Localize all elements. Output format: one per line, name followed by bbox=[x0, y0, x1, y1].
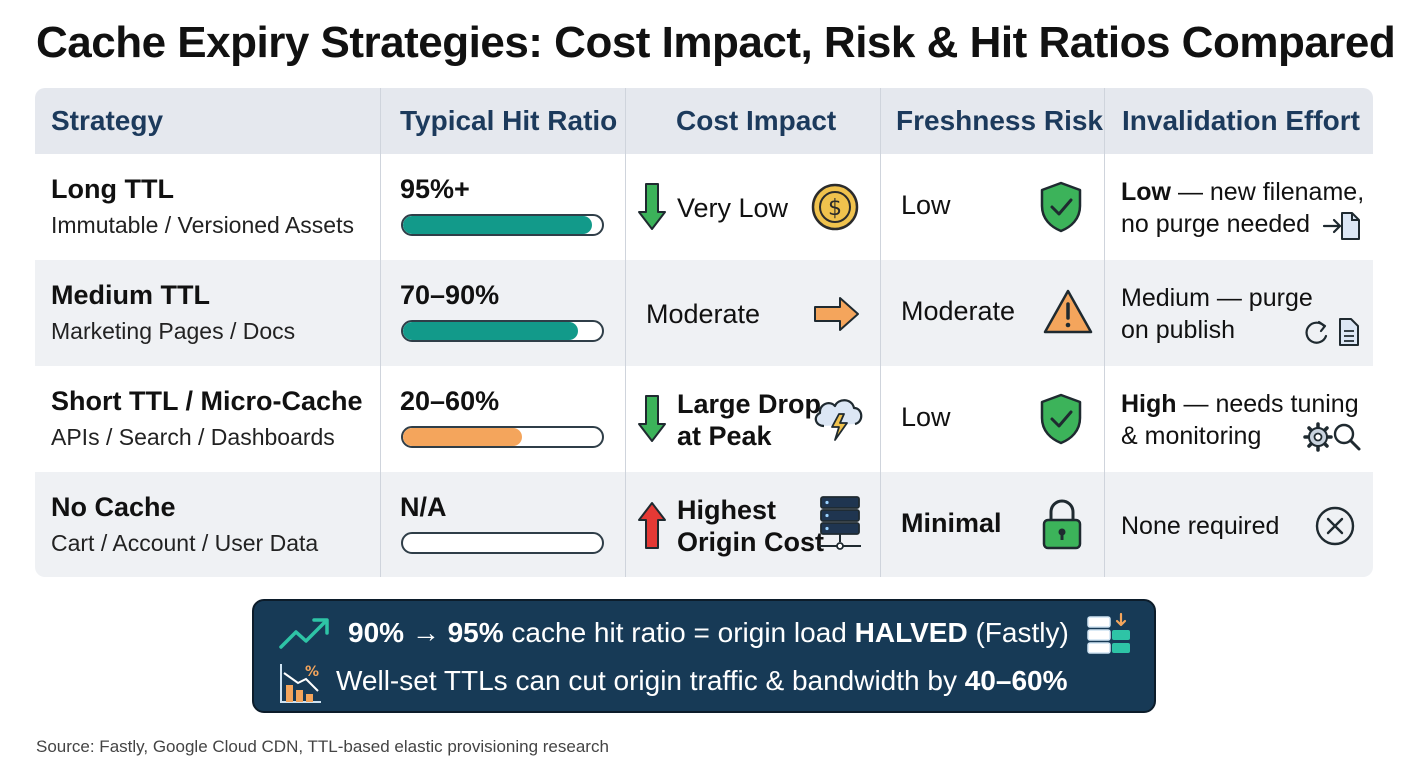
hit-ratio-label: N/A bbox=[400, 492, 447, 522]
table-row: Long TTL Immutable / Versioned Assets 95… bbox=[35, 154, 1373, 260]
freshness-label: Low bbox=[901, 402, 951, 432]
cost-label-line2: Origin Cost bbox=[677, 527, 824, 557]
hit-ratio-bar bbox=[401, 320, 604, 342]
column-divider bbox=[1104, 88, 1105, 577]
strategy-name: Long TTL bbox=[51, 174, 174, 204]
invalidation-text-line2: no purge needed bbox=[1121, 210, 1311, 238]
shield-check-icon bbox=[1040, 181, 1082, 233]
cost-label: Moderate bbox=[646, 299, 761, 329]
hit-ratio-bar bbox=[401, 532, 604, 554]
freshness-label: Minimal bbox=[901, 508, 1002, 538]
strategy-name: No Cache bbox=[51, 492, 176, 522]
hit-ratio-fill bbox=[403, 322, 579, 340]
source-note: Source: Fastly, Google Cloud CDN, TTL-ba… bbox=[36, 737, 609, 756]
table-row: Short TTL / Micro-Cache APIs / Search / … bbox=[35, 366, 1373, 472]
server-icon bbox=[819, 496, 861, 550]
invalidation-text-line2: on publish bbox=[1121, 316, 1235, 344]
invalidation-level: Low bbox=[1121, 178, 1171, 206]
invalidation-cell: Low — new filename, no purge needed bbox=[1104, 154, 1373, 260]
header-hit-ratio: Typical Hit Ratio bbox=[400, 105, 618, 136]
cost-cell: Large Drop at Peak bbox=[625, 366, 880, 472]
invalidation-text: — new filename, bbox=[1171, 178, 1365, 206]
invalidation-text: — needs tuning bbox=[1176, 390, 1359, 418]
lock-icon bbox=[1042, 499, 1082, 550]
freshness-cell: Low bbox=[880, 366, 1104, 472]
hit-ratio-fill bbox=[403, 428, 523, 446]
server-download-icon bbox=[1087, 612, 1130, 654]
hit-ratio-label: 95%+ bbox=[400, 174, 470, 204]
hit-ratio-fill bbox=[403, 216, 593, 234]
hit-ratio-bar bbox=[401, 214, 604, 236]
shield-check-icon bbox=[1040, 393, 1082, 445]
coin-icon: $ bbox=[811, 183, 859, 231]
freshness-cell: Moderate bbox=[880, 260, 1104, 366]
invalidation-cell: High — needs tuning & monitoring bbox=[1104, 366, 1373, 472]
strategy-name: Medium TTL bbox=[51, 280, 210, 310]
strategy-subtitle: Marketing Pages / Docs bbox=[51, 318, 296, 344]
hit-ratio-cell: 70–90% bbox=[380, 260, 625, 366]
file-arrow-icon bbox=[1322, 212, 1360, 240]
strategy-subtitle: APIs / Search / Dashboards bbox=[51, 424, 335, 450]
header-invalidation-effort: Invalidation Effort bbox=[1122, 105, 1360, 136]
strategy-subtitle: Immutable / Versioned Assets bbox=[51, 212, 354, 238]
header-strategy: Strategy bbox=[51, 105, 164, 136]
strategy-cell: Medium TTL Marketing Pages / Docs bbox=[35, 260, 380, 366]
column-divider bbox=[380, 88, 381, 577]
gear-search-icon bbox=[1303, 422, 1361, 452]
callout-line-1: 90% → 95% cache hit ratio = origin load … bbox=[348, 617, 1069, 648]
strategy-cell: No Cache Cart / Account / User Data bbox=[35, 472, 380, 577]
invalidation-cell: Medium — purge on publish bbox=[1104, 260, 1373, 366]
invalidation-cell: None required bbox=[1104, 472, 1373, 577]
table-row: Medium TTL Marketing Pages / Docs 70–90%… bbox=[35, 260, 1373, 366]
up-arrow-icon bbox=[638, 502, 666, 549]
page-title: Cache Expiry Strategies: Cost Impact, Ri… bbox=[36, 18, 1396, 67]
cost-cell: Highest Origin Cost bbox=[625, 472, 880, 577]
chart-down-percent-icon: % bbox=[280, 664, 321, 703]
header-freshness-risk: Freshness Risk bbox=[896, 105, 1103, 136]
callout-line-2: Well-set TTLs can cut origin traffic & b… bbox=[336, 665, 1068, 696]
table-row: No Cache Cart / Account / User Data N/A … bbox=[35, 472, 1373, 577]
down-arrow-icon bbox=[638, 395, 666, 442]
hit-ratio-cell: N/A bbox=[380, 472, 625, 577]
strategy-name: Short TTL / Micro-Cache bbox=[51, 386, 363, 416]
invalidation-text: None required bbox=[1121, 512, 1280, 540]
comparison-table: Strategy Typical Hit Ratio Cost Impact F… bbox=[35, 88, 1373, 577]
hit-ratio-cell: 20–60% bbox=[380, 366, 625, 472]
trend-up-icon bbox=[279, 618, 329, 649]
svg-text:%: % bbox=[305, 664, 319, 680]
invalidation-text: Medium — purge bbox=[1121, 284, 1313, 312]
warning-icon bbox=[1043, 289, 1093, 334]
freshness-cell: Low bbox=[880, 154, 1104, 260]
close-circle-icon bbox=[1315, 506, 1355, 546]
freshness-cell: Minimal bbox=[880, 472, 1104, 577]
cost-cell: Moderate bbox=[625, 260, 880, 366]
column-divider bbox=[880, 88, 881, 577]
cost-label: Large Drop bbox=[677, 389, 822, 419]
cost-label: Very Low bbox=[677, 193, 789, 223]
strategy-cell: Short TTL / Micro-Cache APIs / Search / … bbox=[35, 366, 380, 472]
right-arrow-icon bbox=[814, 297, 859, 331]
refresh-doc-icon bbox=[1305, 318, 1359, 346]
table-header: Strategy Typical Hit Ratio Cost Impact F… bbox=[35, 88, 1373, 154]
callout-box: 90% → 95% cache hit ratio = origin load … bbox=[252, 599, 1156, 713]
header-cost-impact: Cost Impact bbox=[676, 105, 837, 136]
cost-label: Highest bbox=[677, 495, 777, 525]
freshness-label: Moderate bbox=[901, 296, 1016, 326]
hit-ratio-label: 20–60% bbox=[400, 386, 500, 416]
hit-ratio-cell: 95%+ bbox=[380, 154, 625, 260]
down-arrow-icon bbox=[638, 183, 666, 230]
hit-ratio-label: 70–90% bbox=[400, 280, 500, 310]
hit-ratio-bar bbox=[401, 426, 604, 448]
invalidation-text-line2: & monitoring bbox=[1121, 422, 1262, 450]
strategy-subtitle: Cart / Account / User Data bbox=[51, 530, 319, 556]
freshness-label: Low bbox=[901, 190, 951, 220]
svg-text:$: $ bbox=[828, 196, 842, 221]
cost-label-line2: at Peak bbox=[677, 421, 772, 451]
cost-cell: Very Low $ bbox=[625, 154, 880, 260]
strategy-cell: Long TTL Immutable / Versioned Assets bbox=[35, 154, 380, 260]
invalidation-level: High bbox=[1121, 390, 1177, 418]
column-divider bbox=[625, 88, 626, 577]
storm-cloud-icon bbox=[814, 399, 863, 441]
